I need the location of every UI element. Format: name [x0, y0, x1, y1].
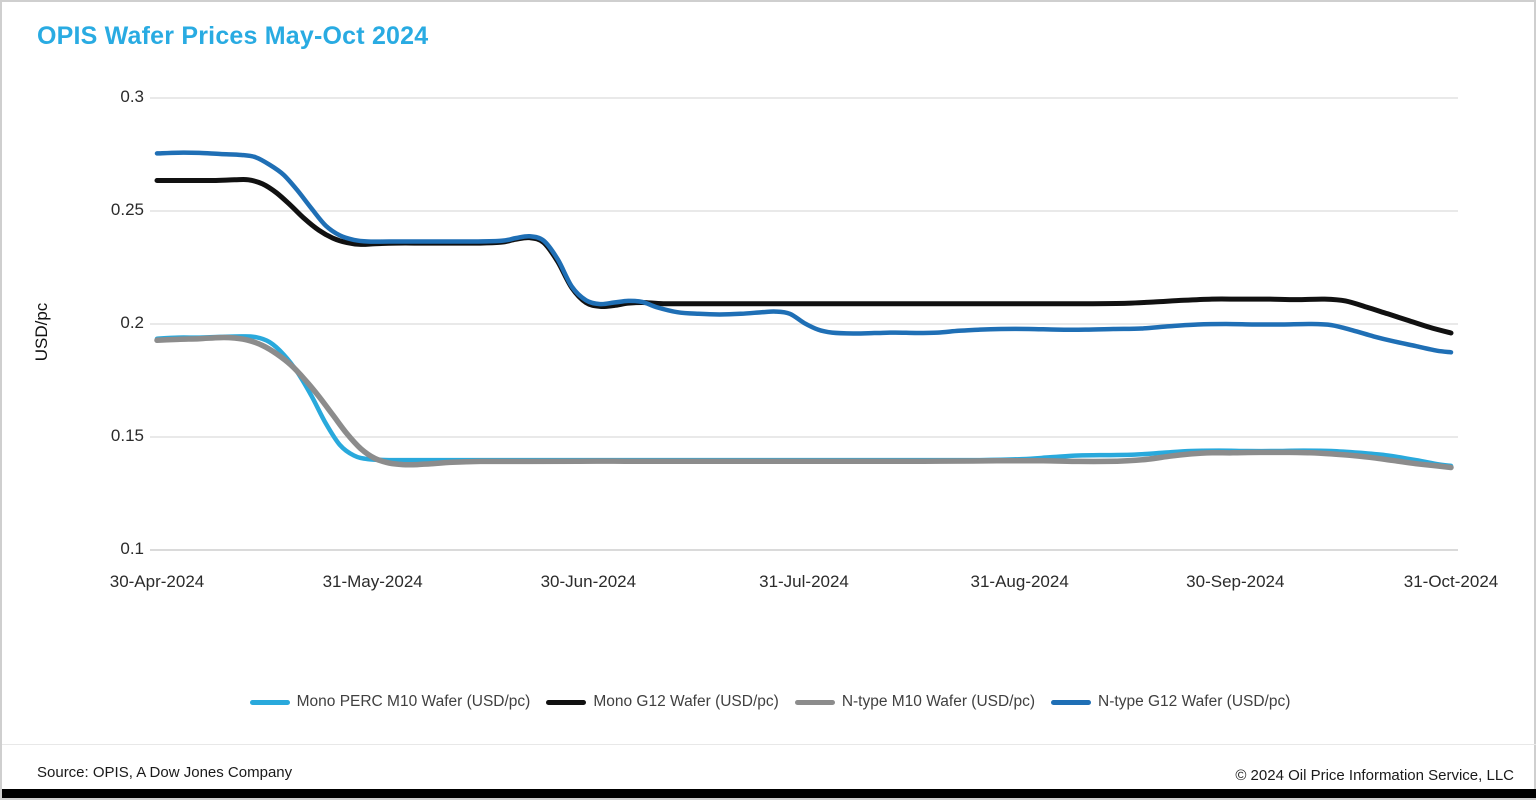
legend-swatch-n-type-m10-wafer-usd-pc	[794, 699, 835, 705]
bottom-black-bar	[2, 789, 1536, 798]
series-n-type-g12-wafer-usd-pc	[154, 150, 1454, 355]
chart-title: OPIS Wafer Prices May-Oct 2024	[37, 22, 429, 50]
x-tick-31-may-2024: 31-May-2024	[322, 572, 423, 591]
source-text: Source: OPIS, A Dow Jones Company	[37, 764, 293, 781]
legend-label-mono-g12-wafer-usd-pc: Mono G12 Wafer (USD/pc)	[593, 693, 779, 710]
legend-label-mono-perc-m10-wafer-usd-pc: Mono PERC M10 Wafer (USD/pc)	[296, 693, 531, 710]
y-tick-0.1: 0.1	[120, 539, 144, 558]
chart-legend: Mono PERC M10 Wafer (USD/pc) Mono G12 Waf…	[2, 693, 1536, 711]
x-tick-30-sep-2024: 30-Sep-2024	[1186, 572, 1285, 591]
series-mono-perc-m10-wafer-usd-pc	[154, 334, 1454, 469]
x-tick-30-jun-2024: 30-Jun-2024	[540, 572, 637, 591]
series-n-type-m10-wafer-usd-pc	[154, 334, 1454, 471]
y-tick-0.2: 0.2	[120, 313, 144, 332]
y-tick-0.25: 0.25	[110, 200, 144, 219]
x-tick-31-jul-2024: 31-Jul-2024	[759, 572, 849, 591]
y-axis-title: USD/pc	[32, 302, 51, 362]
y-tick-0.15: 0.15	[110, 426, 144, 445]
legend-item-n-type-g12-wafer-usd-pc: N-type G12 Wafer (USD/pc)	[1051, 693, 1290, 711]
legend-label-n-type-g12-wafer-usd-pc: N-type G12 Wafer (USD/pc)	[1098, 693, 1291, 710]
y-tick-0.3: 0.3	[120, 87, 144, 106]
legend-item-mono-perc-m10-wafer-usd-pc: Mono PERC M10 Wafer (USD/pc)	[249, 693, 531, 711]
legend-item-mono-g12-wafer-usd-pc: Mono G12 Wafer (USD/pc)	[546, 693, 779, 711]
x-tick-30-apr-2024: 30-Apr-2024	[109, 572, 205, 591]
x-tick-31-aug-2024: 31-Aug-2024	[970, 572, 1069, 591]
legend-swatch-mono-perc-m10-wafer-usd-pc	[249, 699, 290, 705]
x-tick-31-oct-2024: 31-Oct-2024	[1403, 572, 1499, 591]
legend-swatch-mono-g12-wafer-usd-pc	[546, 699, 587, 705]
series-mono-g12-wafer-usd-pc	[154, 176, 1454, 336]
legend-swatch-n-type-g12-wafer-usd-pc	[1051, 699, 1092, 705]
footer-divider	[2, 744, 1536, 745]
copyright-text: © 2024 Oil Price Information Service, LL…	[1235, 767, 1514, 784]
legend-label-n-type-m10-wafer-usd-pc: N-type M10 Wafer (USD/pc)	[841, 693, 1036, 710]
legend-item-n-type-m10-wafer-usd-pc: N-type M10 Wafer (USD/pc)	[794, 693, 1036, 711]
